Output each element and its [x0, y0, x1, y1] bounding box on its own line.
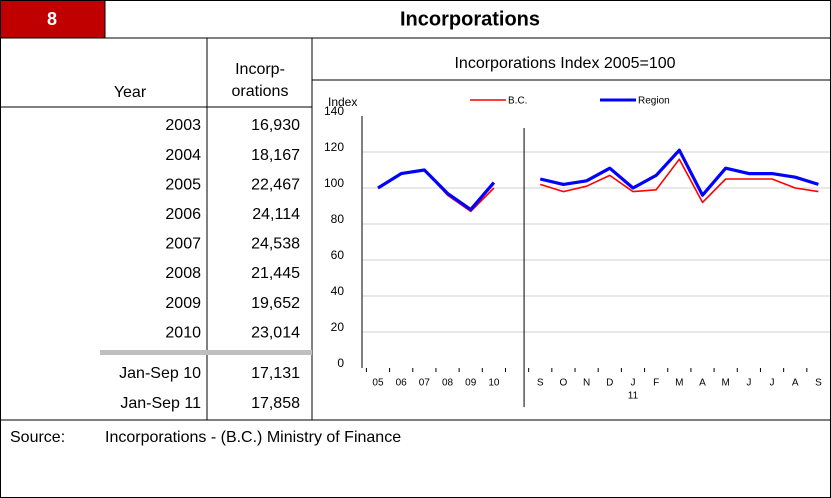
x-tick-label: O: [560, 378, 568, 389]
x-tick-label: J: [770, 378, 775, 389]
x-tick-label: S: [815, 378, 822, 389]
period-cell: Jan-Sep 10: [119, 365, 201, 382]
year-cell: 2005: [165, 176, 201, 193]
y-tick-label: 140: [324, 104, 344, 118]
legend-label: Region: [638, 96, 670, 107]
x-year-label: 11: [628, 391, 639, 402]
value-cell: 18,167: [251, 147, 300, 164]
y-tick-label: 0: [337, 356, 344, 370]
source-label: Source:: [10, 429, 65, 446]
x-tick-label: J: [746, 378, 751, 389]
legend-label: B.C.: [508, 96, 527, 107]
value-cell: 24,114: [252, 206, 300, 223]
x-tick-label: 08: [442, 378, 454, 389]
section-number: 8: [47, 9, 57, 29]
x-tick-label: 07: [419, 378, 431, 389]
year-cell: 2007: [165, 236, 201, 253]
value-cell: 24,538: [251, 236, 300, 253]
y-tick-label: 80: [331, 212, 345, 226]
year-cell: 2006: [165, 206, 201, 223]
value-cell: 21,445: [251, 265, 300, 282]
number-box: [1, 1, 105, 38]
source-text: Incorporations - (B.C.) Ministry of Fina…: [105, 429, 401, 446]
x-tick-label: A: [699, 378, 706, 389]
separator: [100, 350, 312, 355]
value-cell: 17,131: [251, 365, 300, 382]
series-line: [377, 148, 819, 212]
y-axis-label: Index: [328, 95, 357, 109]
x-tick-label: A: [792, 378, 799, 389]
x-tick-label: S: [537, 378, 544, 389]
year-cell: 2010: [165, 324, 201, 341]
x-tick-label: M: [675, 378, 683, 389]
value-cell: 16,930: [251, 117, 300, 134]
y-tick-label: 20: [331, 320, 345, 334]
x-tick-label: J: [630, 378, 635, 389]
value-cell: 17,858: [251, 395, 300, 412]
value-cell: 19,652: [251, 295, 300, 312]
chart-title: Incorporations Index 2005=100: [454, 55, 675, 72]
x-tick-label: 06: [396, 378, 408, 389]
y-tick-label: 40: [331, 284, 345, 298]
year-cell: 2003: [165, 117, 201, 134]
x-tick-label: 09: [465, 378, 477, 389]
y-tick-label: 120: [324, 140, 344, 154]
y-tick-label: 100: [324, 176, 344, 190]
year-cell: 2004: [165, 147, 201, 164]
section-title: Incorporations: [400, 8, 540, 30]
period-cell: Jan-Sep 11: [120, 395, 201, 412]
column-header: orations: [232, 83, 289, 100]
x-tick-label: M: [722, 378, 730, 389]
x-tick-label: N: [583, 378, 590, 389]
y-tick-label: 60: [331, 248, 345, 262]
year-cell: 2008: [165, 265, 201, 282]
x-tick-label: F: [653, 378, 659, 389]
value-cell: 23,014: [251, 324, 300, 341]
column-header: Year: [114, 84, 147, 101]
value-cell: 22,467: [251, 176, 300, 193]
x-tick-label: D: [606, 378, 613, 389]
x-tick-label: 05: [372, 378, 384, 389]
year-cell: 2009: [165, 295, 201, 312]
column-header: Incorp-: [235, 61, 285, 78]
x-tick-label: 10: [488, 378, 500, 389]
